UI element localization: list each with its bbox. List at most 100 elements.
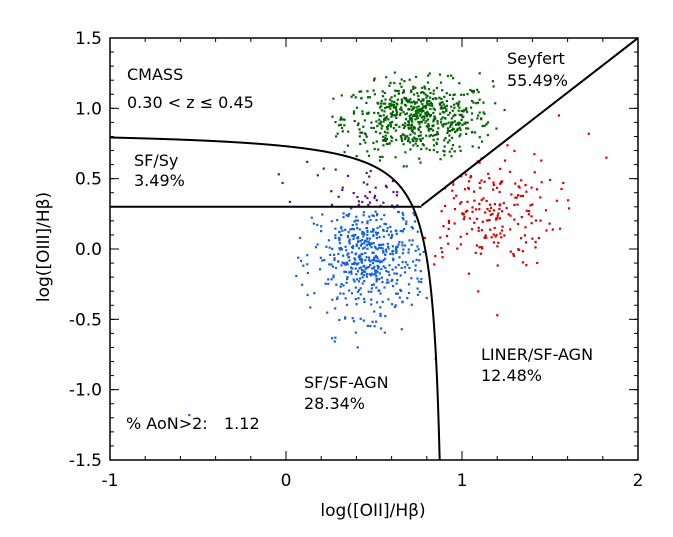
y-tick-label: -1.5 <box>69 451 102 471</box>
data-point <box>341 188 344 192</box>
data-point <box>423 92 426 95</box>
data-point <box>539 219 542 222</box>
data-point <box>496 245 499 248</box>
data-point <box>374 247 377 250</box>
data-point <box>458 82 461 85</box>
data-point <box>398 296 401 299</box>
data-point <box>501 180 504 183</box>
data-point <box>387 247 390 250</box>
data-point <box>436 138 439 141</box>
data-point <box>389 102 392 106</box>
data-point <box>447 121 450 124</box>
data-point <box>345 214 348 217</box>
data-point <box>392 190 395 194</box>
data-point <box>471 145 474 148</box>
data-point <box>411 120 414 123</box>
data-point <box>346 234 350 237</box>
data-point <box>363 246 366 249</box>
data-point <box>332 97 335 100</box>
data-point <box>377 112 380 115</box>
data-point <box>400 137 403 140</box>
data-point <box>458 126 461 129</box>
data-point <box>447 227 450 230</box>
data-points <box>188 71 608 417</box>
data-point <box>459 133 462 136</box>
data-point <box>384 98 387 101</box>
data-point <box>389 135 393 138</box>
data-point <box>384 253 387 256</box>
data-point <box>536 261 539 265</box>
data-point <box>388 273 391 277</box>
data-point <box>396 292 399 295</box>
data-point <box>486 219 489 222</box>
data-point <box>489 228 492 231</box>
data-point <box>399 229 402 233</box>
data-point <box>339 248 342 251</box>
data-point <box>340 248 343 251</box>
data-point <box>381 90 384 93</box>
data-point <box>441 89 444 92</box>
data-point <box>382 114 385 117</box>
data-point <box>352 110 356 113</box>
data-point <box>331 265 335 268</box>
data-point <box>344 297 347 300</box>
data-point <box>402 218 405 221</box>
data-point <box>391 268 394 271</box>
data-point <box>412 85 415 88</box>
data-point <box>490 236 493 239</box>
data-point <box>396 191 399 194</box>
data-point <box>389 230 393 233</box>
data-point <box>395 282 398 285</box>
data-point <box>383 331 386 334</box>
data-point <box>404 137 407 140</box>
data-point <box>366 150 369 153</box>
data-point <box>472 101 475 104</box>
data-point <box>567 207 571 210</box>
data-point <box>339 285 342 288</box>
data-point <box>447 129 450 132</box>
data-point <box>362 319 365 322</box>
data-point <box>340 234 343 237</box>
data-point <box>384 266 387 269</box>
data-point <box>425 105 428 108</box>
data-point <box>374 186 377 189</box>
data-point <box>321 213 324 216</box>
x-axis-title: log([OII]/Hβ) <box>320 501 425 521</box>
data-point <box>383 110 386 113</box>
data-point <box>358 277 362 280</box>
data-point <box>370 121 373 124</box>
annotation-redshift: 0.30 < z ≤ 0.45 <box>127 93 254 112</box>
data-point <box>385 270 388 273</box>
data-point <box>521 261 524 264</box>
data-point <box>407 126 410 129</box>
data-point <box>380 218 383 221</box>
data-point <box>428 104 431 107</box>
data-point <box>390 100 393 103</box>
data-point <box>431 97 434 101</box>
data-point <box>486 208 489 211</box>
data-point <box>451 144 455 147</box>
data-point <box>535 188 539 191</box>
data-point <box>453 106 456 109</box>
data-point <box>393 272 396 275</box>
data-point <box>327 282 330 285</box>
data-point <box>492 85 495 88</box>
data-point <box>466 121 469 124</box>
data-point <box>374 272 377 275</box>
data-point <box>369 218 372 222</box>
data-point <box>410 129 413 132</box>
data-point <box>351 224 354 227</box>
data-point <box>375 320 378 323</box>
data-point <box>548 222 551 225</box>
data-point <box>469 175 473 178</box>
data-point <box>355 273 358 276</box>
data-point <box>483 124 486 127</box>
data-point <box>406 101 410 104</box>
data-point <box>375 219 378 222</box>
data-point <box>501 210 504 213</box>
data-point <box>374 270 377 273</box>
data-point <box>375 274 378 277</box>
data-point <box>345 281 348 284</box>
data-point <box>401 100 404 103</box>
data-point <box>368 237 372 240</box>
